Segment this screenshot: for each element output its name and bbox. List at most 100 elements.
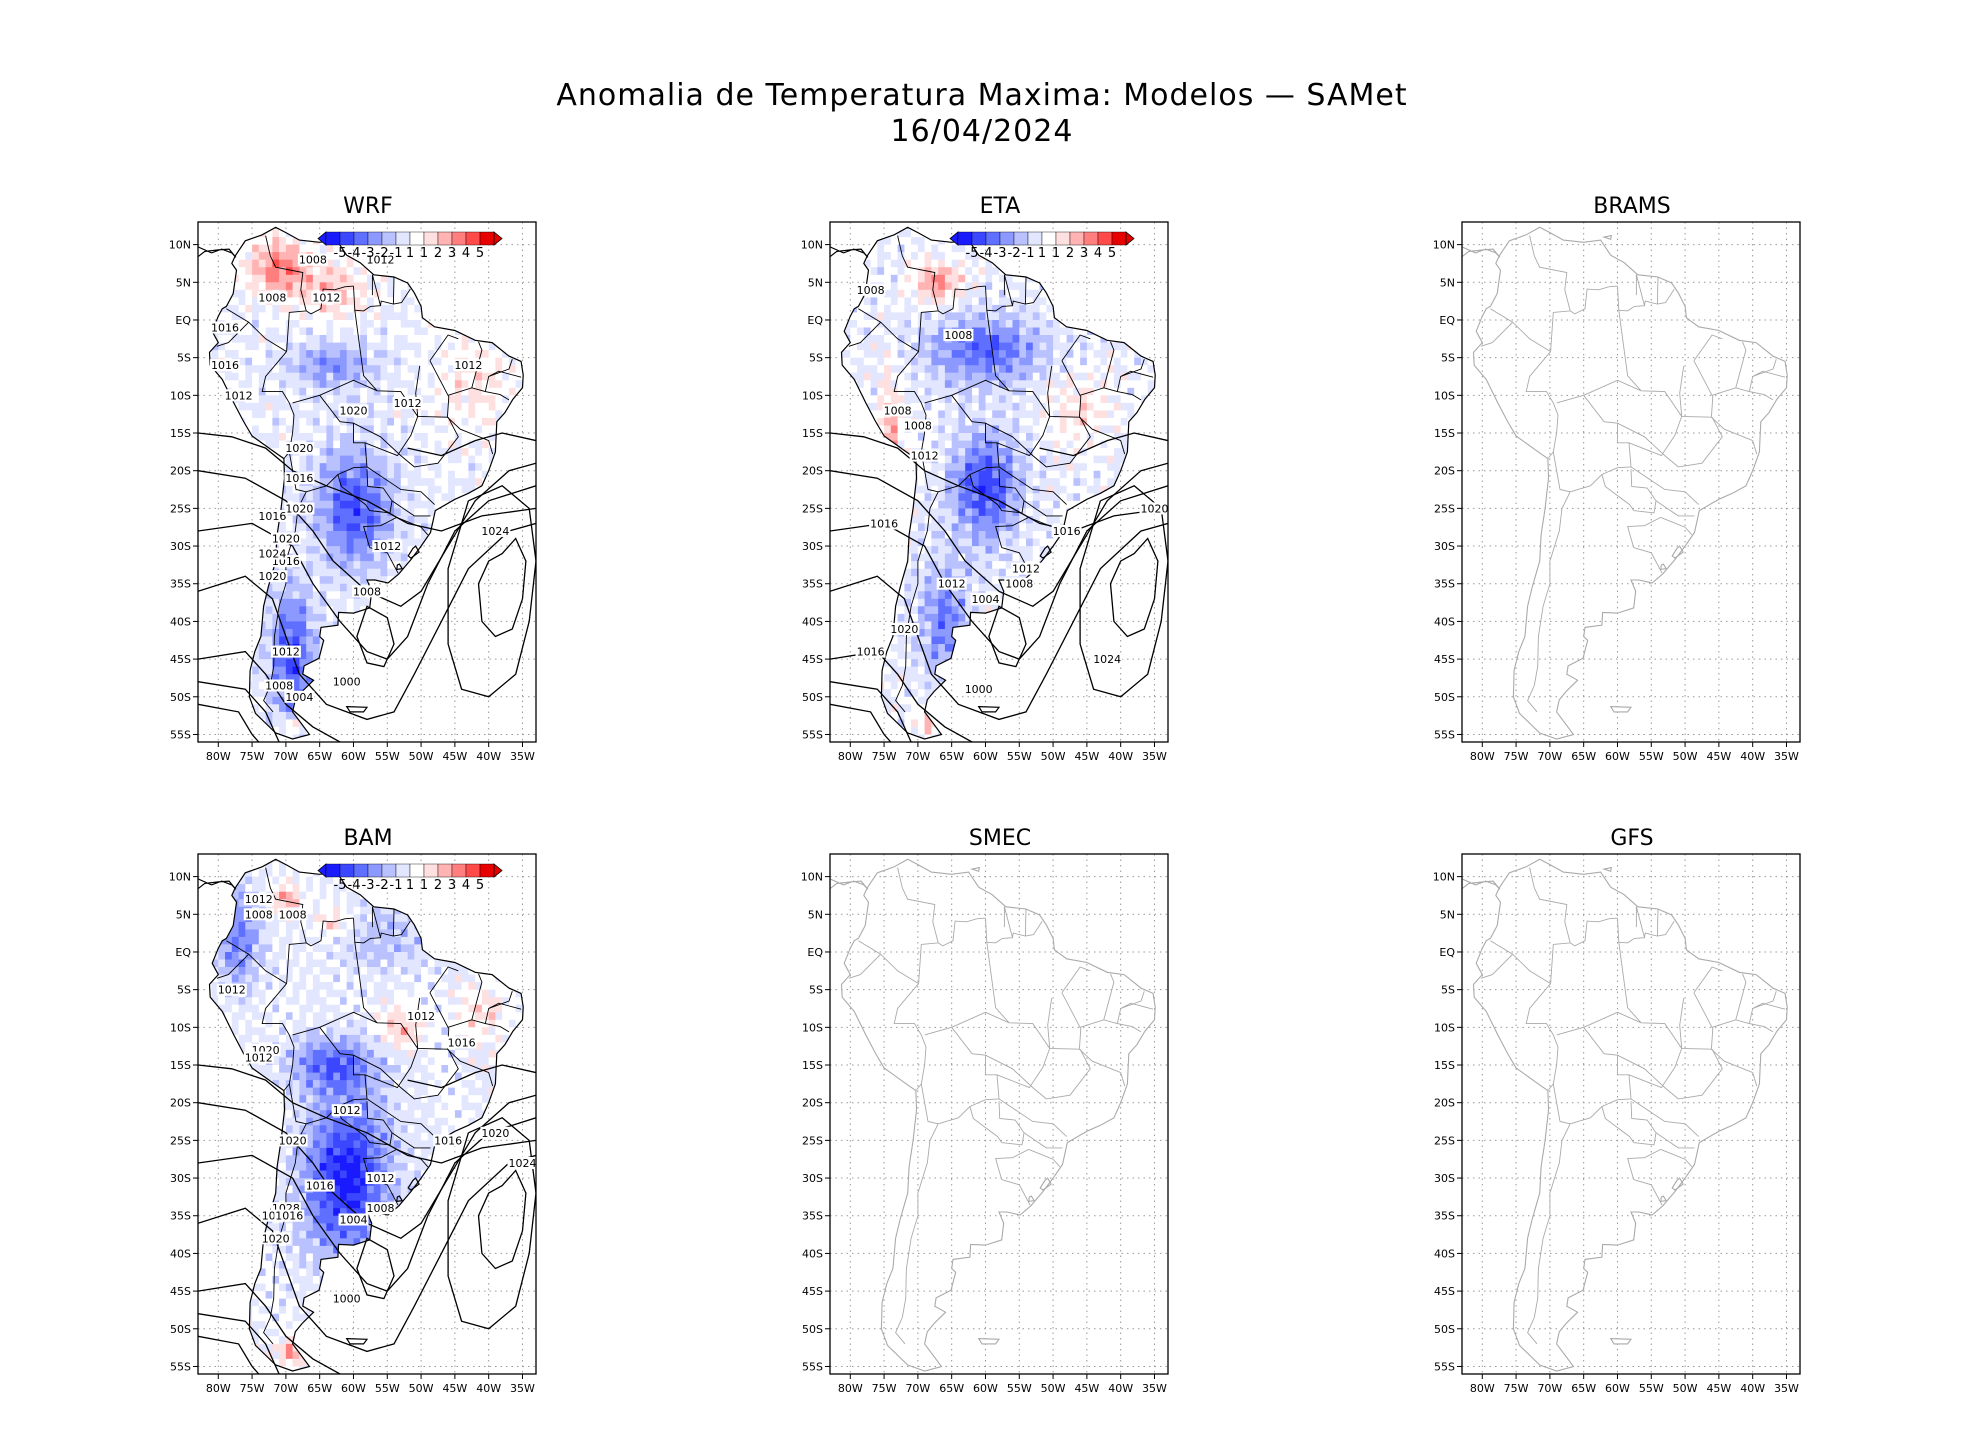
lat-tick-label: 55S bbox=[802, 728, 823, 741]
colorbar-label: 1 bbox=[406, 878, 414, 893]
colorbar-label: 3 bbox=[448, 878, 456, 893]
map-frame bbox=[829, 221, 1169, 743]
lat-tick-label: EQ bbox=[1439, 946, 1455, 959]
isobar-label-bg bbox=[284, 690, 315, 703]
lat-tick-label: 5N bbox=[1440, 276, 1455, 289]
colorbar-swatch bbox=[479, 231, 495, 246]
isobar-label-bg bbox=[507, 1157, 536, 1169]
lat-tick-label: 5N bbox=[808, 276, 823, 289]
lat-tick-label: 25S bbox=[1434, 1134, 1455, 1147]
isobar-label-bg bbox=[260, 1232, 291, 1245]
isobar-label-bg bbox=[216, 983, 247, 996]
isobar-label: 1012 bbox=[367, 1172, 395, 1185]
isobar-label-bg bbox=[331, 1292, 362, 1305]
coastline bbox=[1462, 226, 1788, 740]
lon-tick-label: 40W bbox=[1740, 750, 1765, 763]
colorbar-label: -2 bbox=[376, 878, 389, 893]
lat-tick-label: 55S bbox=[802, 1360, 823, 1373]
isobar-label-bg bbox=[365, 253, 396, 266]
lat-tick-label: 10N bbox=[1433, 871, 1455, 884]
lon-tick-label: 55W bbox=[1639, 1382, 1664, 1395]
map-panel-wrf: WRF 1008 1012 1008 1012 1016 1016 1012 1020 1012… bbox=[168, 194, 548, 774]
isobar-label-bg bbox=[406, 1010, 437, 1022]
lat-tick-label: 25S bbox=[802, 1134, 823, 1147]
isobar-lines bbox=[830, 432, 1168, 742]
country-borders bbox=[848, 867, 1154, 1345]
isobar-label-bg bbox=[338, 1213, 369, 1226]
colorbar-swatch bbox=[437, 231, 453, 246]
isobar-label: 1020 bbox=[340, 404, 368, 417]
panel-title: BAM bbox=[343, 826, 393, 851]
lon-tick-label: 65W bbox=[939, 1382, 964, 1395]
lon-tick-label: 75W bbox=[1504, 1382, 1529, 1395]
lon-tick-label: 75W bbox=[1504, 750, 1529, 763]
lon-tick-label: 55W bbox=[375, 1382, 400, 1395]
isobar-label-bg bbox=[284, 472, 315, 485]
colorbar-label: 1 bbox=[406, 246, 414, 261]
colorbar-label: -5 bbox=[334, 878, 347, 893]
lon-tick-label: 45W bbox=[442, 750, 467, 763]
isobar-label-bg bbox=[446, 1036, 477, 1049]
colorbar-label: 5 bbox=[1108, 246, 1116, 261]
isobar-label: 1020 bbox=[258, 570, 286, 583]
colorbar-swatch bbox=[1041, 231, 1057, 246]
lon-tick-label: 60W bbox=[1605, 1382, 1630, 1395]
map-svg: 80W 75W 70W 65W 60W 55W 50W 45W 40W 35W 10N 5N EQ 5S 1… bbox=[801, 853, 1169, 1395]
lon-tick-label: 55W bbox=[375, 750, 400, 763]
map-frame bbox=[829, 853, 1169, 1375]
lon-tick-label: 35W bbox=[1142, 750, 1167, 763]
isobar-label-bg bbox=[970, 592, 1001, 605]
isobar-label: 1008 bbox=[258, 291, 286, 304]
colorbar-label: -4 bbox=[980, 246, 993, 261]
lon-tick-label: 80W bbox=[1470, 1382, 1495, 1395]
isobar-label: 1004 bbox=[285, 691, 313, 704]
colorbar-swatch bbox=[325, 231, 341, 246]
colorbar-label: -1 bbox=[390, 878, 403, 893]
isobar-label: 1020 bbox=[890, 623, 918, 636]
lat-tick-label: 5S bbox=[1441, 984, 1455, 997]
lat-tick-label: 30S bbox=[1434, 540, 1455, 553]
isobar-labels: 1012 1008 1008 1012 1012 1020 1012 1016 1012 1020… bbox=[216, 893, 536, 1306]
lat-tick-label: 50S bbox=[802, 691, 823, 704]
lon-tick-label: 40W bbox=[476, 1382, 501, 1395]
lon-tick-label: 35W bbox=[510, 750, 535, 763]
lon-tick-label: 45W bbox=[1706, 750, 1731, 763]
isobar-label-bg bbox=[257, 570, 288, 583]
colorbar-label: 1 bbox=[1038, 246, 1046, 261]
isobar-label: 1012 bbox=[225, 389, 253, 402]
colorbar-swatch bbox=[381, 863, 397, 878]
lat-tick-label: EQ bbox=[175, 314, 191, 327]
lat-tick-label: 5S bbox=[177, 352, 191, 365]
isobar-label-bg bbox=[943, 329, 974, 341]
isobar-label: 1008 bbox=[1005, 578, 1033, 591]
isobar-label: 1016 bbox=[870, 517, 898, 530]
isobar-label: 1012 bbox=[272, 646, 300, 659]
colorbar-label: -3 bbox=[362, 246, 375, 261]
colorbar-label: -5 bbox=[334, 246, 347, 261]
isobar-label-bg bbox=[889, 623, 920, 635]
lat-tick-label: 10N bbox=[1433, 239, 1455, 252]
colorbar-swatch bbox=[325, 863, 341, 878]
colorbar-swatch bbox=[423, 863, 439, 878]
colorbar-swatch bbox=[423, 231, 439, 246]
lat-tick-label: 10S bbox=[802, 1021, 823, 1034]
map-svg: 1008 1008 1008 1008 1012 1016 1020 1012 1016 1012… bbox=[801, 221, 1169, 763]
isobar-label-bg bbox=[297, 253, 328, 266]
lat-tick-label: 50S bbox=[170, 691, 191, 704]
isobar-label: 1012 bbox=[938, 578, 966, 591]
colorbar: -5 -4 -3 -2 -1 1 1 2 3 4 5 bbox=[317, 231, 503, 261]
lat-tick-label: 55S bbox=[170, 728, 191, 741]
isobar-label: 1024 bbox=[481, 525, 509, 538]
lat-tick-label: 15S bbox=[170, 427, 191, 440]
gridlines bbox=[1462, 222, 1800, 742]
isobar-label: 1008 bbox=[353, 585, 381, 598]
lat-tick-label: 35S bbox=[802, 1210, 823, 1223]
colorbar-label: 3 bbox=[448, 246, 456, 261]
isobar-label-bg bbox=[372, 540, 403, 553]
lat-tick-label: 35S bbox=[802, 578, 823, 591]
isobar-label-bg bbox=[882, 404, 913, 417]
isobar-label-bg bbox=[277, 908, 308, 921]
lat-tick-label: 50S bbox=[1434, 1323, 1455, 1336]
isobar-lines bbox=[198, 1064, 536, 1374]
coastline bbox=[830, 858, 1156, 1372]
